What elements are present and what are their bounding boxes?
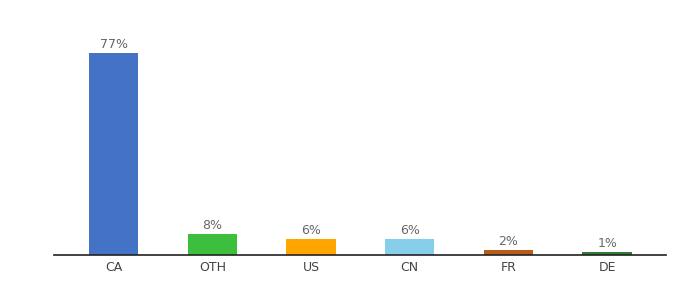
Bar	[583, 252, 632, 255]
Text: 1%: 1%	[597, 237, 617, 250]
Bar	[89, 53, 138, 255]
Text: 77%: 77%	[100, 38, 128, 51]
Text: 8%: 8%	[203, 219, 222, 232]
Text: 6%: 6%	[400, 224, 420, 237]
Text: 6%: 6%	[301, 224, 321, 237]
Bar	[483, 250, 533, 255]
Bar	[385, 239, 435, 255]
Bar	[188, 234, 237, 255]
Text: 2%: 2%	[498, 235, 518, 248]
Bar	[286, 239, 336, 255]
